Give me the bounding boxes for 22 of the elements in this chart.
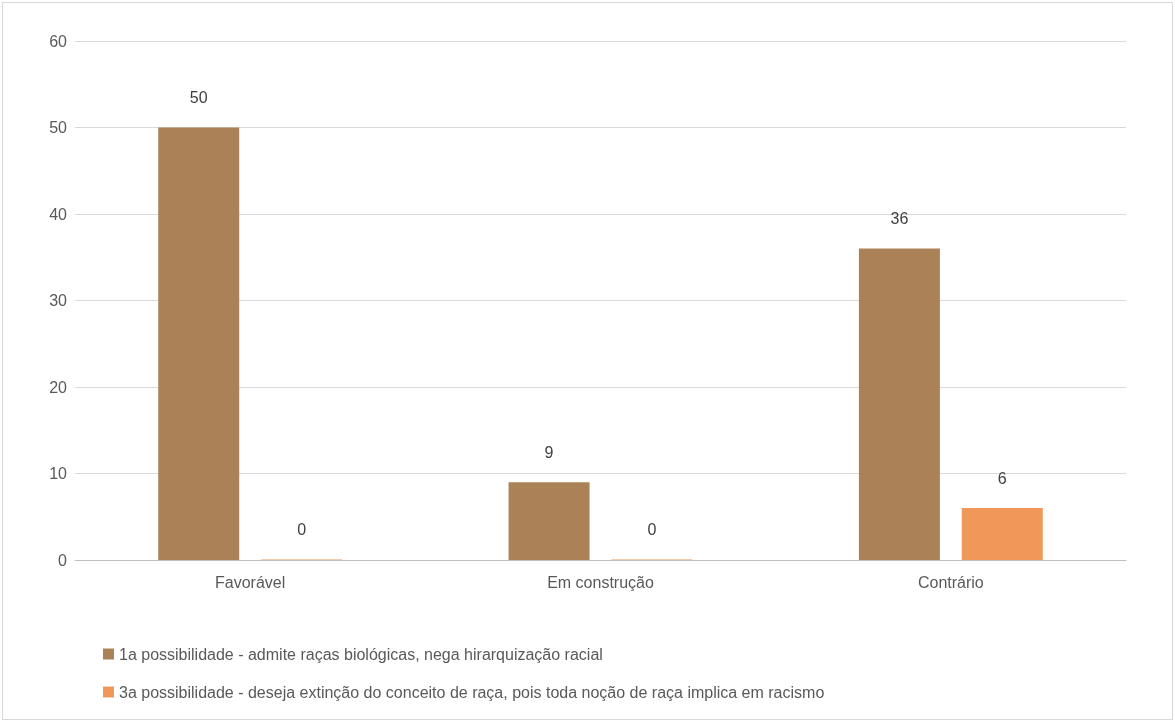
bar — [508, 482, 590, 560]
y-tick-label: 0 — [58, 551, 68, 569]
data-label: 0 — [647, 521, 657, 539]
legend-label: 3a possibilidade - deseja extinção do conceito de raça, pois toda noção de raça implica em racismo — [119, 683, 825, 701]
x-tick-label: Em construção — [547, 573, 654, 591]
y-tick-label: 20 — [49, 378, 68, 396]
bar — [961, 508, 1043, 560]
y-tick-label: 50 — [49, 119, 68, 136]
y-tick-label: 30 — [49, 292, 68, 309]
y-tick-label: 60 — [49, 32, 68, 50]
x-tick-label: Favorável — [215, 573, 286, 591]
x-tick-label: Contrário — [917, 573, 984, 591]
y-tick-label: 40 — [49, 205, 68, 223]
data-label: 0 — [297, 521, 307, 539]
bar — [158, 127, 240, 560]
y-tick-label: 10 — [49, 465, 68, 482]
data-label: 6 — [997, 469, 1007, 487]
data-label: 9 — [544, 443, 554, 461]
legend-label: 1a possibilidade - admite raças biológicas, nega hirarquização racial — [119, 645, 603, 663]
data-label: 50 — [189, 89, 208, 106]
data-label: 36 — [890, 210, 909, 228]
bar — [858, 248, 940, 560]
